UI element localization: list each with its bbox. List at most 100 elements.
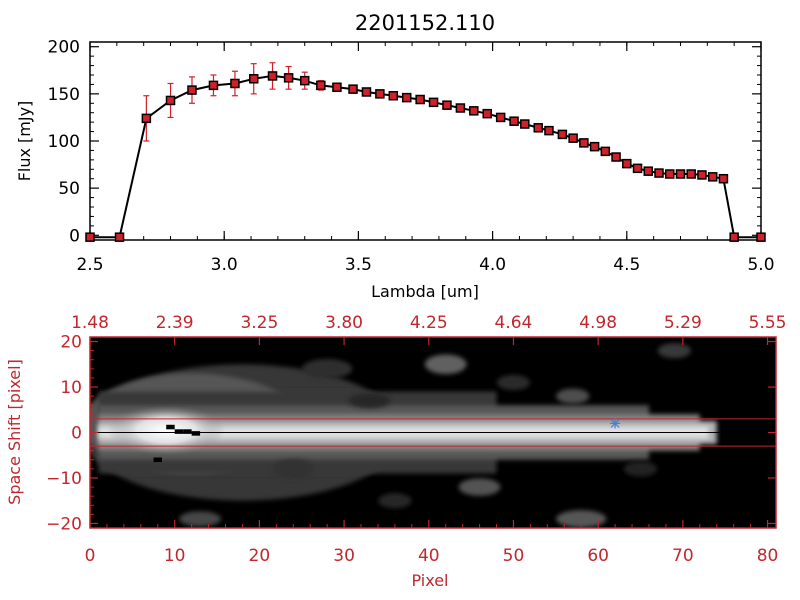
data-point [520,119,530,129]
y-tick-label: 50 [58,179,80,199]
data-point [230,78,240,89]
data-point [664,169,675,179]
data-point [442,100,452,110]
data-point [756,232,766,242]
bad-pixel [166,424,175,430]
faint-source [301,359,353,379]
space-shift-axis-label: Space Shift [pixel] [5,359,24,505]
data-point [455,103,466,113]
data-point [718,173,729,184]
data-point [375,89,385,99]
faint-source [556,510,607,528]
data-point [85,232,95,242]
pixel-tick-label: 10 [164,546,186,566]
x-tick-label: 4.0 [479,255,506,275]
faint-source [458,478,501,496]
data-point [579,138,589,148]
data-point [469,106,479,116]
y-tick-label: 100 [48,132,80,152]
faint-source [424,354,467,375]
y-axis-label: Flux [mJy] [15,101,34,182]
chart-title: 2201152.110 [355,11,495,35]
faint-source [556,388,590,404]
data-point [401,92,412,103]
spectrum-plot-frame [89,41,762,241]
y-tick-label: 0 [69,226,80,246]
spectral-image [90,337,776,528]
data-point [267,71,278,81]
faint-source [348,393,391,409]
data-point [600,146,611,157]
pixel-tick-label: 40 [418,546,440,566]
bad-pixel [153,457,162,463]
data-point [165,95,176,106]
bad-pixel [191,431,201,436]
pixel-axis-label: Pixel [411,571,448,590]
pixel-tick-label: 20 [249,546,271,566]
spectral-image-chart: 0 1.48 10 2.39 20 3.25 30 3.80 40 4.25 50 4.64 60 4.9… [5,313,786,590]
data-point [643,166,654,176]
data-point [208,80,219,91]
data-point [187,85,197,95]
data-point [114,232,125,242]
spectrum-chart: 2201152.110 2.5 3.0 3.5 4.0 4.5 5.0 0 50 100 150 2… [15,11,775,301]
pixel-tick-label: 60 [587,546,609,566]
data-point [509,116,519,126]
wavelength-tick-label: 1.48 [71,313,109,333]
data-point [348,84,358,94]
x-tick-label: 5.0 [747,255,774,275]
data-point [482,108,492,119]
data-point [361,87,372,97]
data-point [141,113,152,124]
shift-tick-label: 10 [60,378,82,398]
data-point [686,169,696,179]
shift-tick-label: −20 [46,514,82,534]
faint-source [623,461,658,477]
data-point [611,152,621,162]
faint-source [272,459,315,479]
data-point [283,73,294,83]
data-point [589,141,600,152]
pixel-tick-label: 80 [757,546,779,566]
data-point [544,125,554,136]
data-point [729,232,739,242]
data-point [632,163,643,174]
bad-pixel [174,429,184,434]
data-point [248,74,259,84]
image-axis-ticks: 0 1.48 10 2.39 20 3.25 30 3.80 40 4.25 50 4.64 60 4.9… [46,313,786,566]
faint-source [657,343,692,359]
x-tick-label: 3.0 [211,255,238,275]
data-point [533,123,543,133]
wavelength-tick-label: 4.64 [495,313,533,333]
flux-line [90,74,761,239]
y-tick-label: 150 [48,85,80,105]
data-point [568,133,578,143]
data-point [675,169,686,179]
wavelength-tick-label: 3.25 [240,313,278,333]
x-tick-label: 2.5 [76,255,103,275]
shift-tick-label: 20 [60,333,82,353]
data-point [415,94,425,105]
shift-tick-label: 0 [71,424,82,444]
pixel-tick-label: 50 [503,546,525,566]
faint-source [496,374,531,391]
shift-tick-label: −10 [46,469,82,489]
data-point [495,112,506,123]
x-tick-label: 3.5 [345,255,372,275]
data-point [654,168,664,178]
data-point [299,75,310,86]
data-point [332,82,342,93]
x-tick-label: 4.5 [613,255,640,275]
wavelength-tick-label: 5.29 [664,313,702,333]
data-point [557,129,568,140]
y-tick-label: 200 [48,38,80,58]
wavelength-tick-label: 5.55 [749,313,787,333]
data-point [622,158,632,169]
data-point [428,97,439,108]
data-point [388,90,399,101]
faint-source [179,511,222,527]
spectrum-series [85,62,766,242]
faint-source [378,493,412,509]
pixel-tick-label: 0 [85,546,96,566]
bad-pixel [183,429,192,434]
